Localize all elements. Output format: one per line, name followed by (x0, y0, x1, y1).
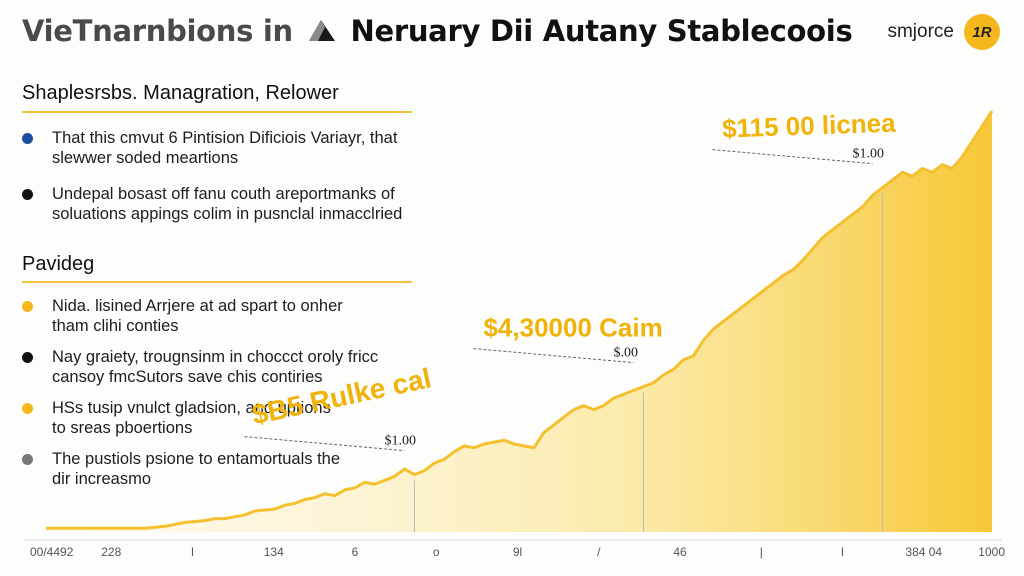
x-tick-label: 384 04 (905, 545, 942, 559)
brand-name: smjorce (887, 21, 954, 42)
annotation-value: $.00 (613, 346, 638, 361)
list-item: HSs tusip vnulct gladsion, and uptions t… (20, 398, 420, 438)
list-item-line: tham clihi conties (52, 317, 179, 335)
x-tick-label: 134 (264, 545, 284, 559)
list-item-line: Nida. lisined Arrjere at ad spart to onh… (52, 297, 343, 315)
x-tick-label: | (760, 545, 763, 559)
section-divider-1 (22, 111, 412, 113)
annotation-label: $115 00 licnea (722, 108, 897, 144)
title-part-2: Neruary Dii Autany Stablecoois (350, 14, 853, 48)
title-part-1: VieTnarnbions in (22, 14, 293, 48)
brand-logo: smjorce 1R (887, 14, 1000, 50)
bullet-dot (22, 403, 33, 414)
page-title: VieTnarnbions in Neruary Dii Autany Stab… (22, 14, 853, 48)
annotation-leader (712, 149, 873, 165)
list-item-line: dir increasmo (52, 470, 152, 488)
section-divider-2 (22, 281, 412, 283)
annotation-leader (473, 348, 634, 364)
list-item-line: HSs tusip vnulct gladsion, and uptions (52, 399, 331, 417)
mountain-icon (308, 20, 335, 41)
list-item: Nida. lisined Arrjere at ad spart to onh… (20, 296, 420, 336)
series-line (46, 110, 994, 530)
x-tick-label: 00/4492 (30, 545, 74, 559)
list-item: That this cmvut 6 Pintision Dificiois Va… (20, 128, 420, 168)
list-item-line: soluations appings colim in pusnclal inm… (52, 205, 403, 223)
list-item-line: Undepal bosast off fanu couth areportman… (52, 185, 395, 203)
list-item-line: Nay graiety, trougnsinm in choccct oroly… (52, 348, 379, 366)
bullet-list-1: That this cmvut 6 Pintision Dificiois Va… (20, 128, 420, 224)
x-tick-label: o (433, 545, 440, 559)
bullet-list-2: Nida. lisined Arrjere at ad spart to onh… (20, 296, 420, 489)
x-tick-label: 6 (352, 545, 359, 559)
annotation-leader (244, 436, 405, 452)
x-tick-label: / (597, 545, 601, 559)
annotation-value: $1.00 (384, 434, 416, 449)
x-tick-label: l (191, 545, 194, 559)
list-item-line: to sreas pboertions (52, 419, 193, 437)
list-item-line: The pustiols psione to entamortuals the (52, 450, 341, 468)
list-item-line: slewwer soded meartions (52, 149, 239, 167)
x-tick-label: 9l (513, 545, 522, 559)
annotation-label: $B5 Rulke cal (249, 362, 434, 430)
bullet-dot (22, 301, 33, 312)
list-item: The pustiols psione to entamortuals the … (20, 449, 420, 489)
x-tick-label: 1000 (978, 545, 1005, 559)
bullet-dot (22, 189, 33, 200)
list-item-line: That this cmvut 6 Pintision Dificiois Va… (52, 129, 398, 147)
x-tick-label: l (841, 545, 844, 559)
bullet-dot (22, 133, 33, 144)
brand-badge: 1R (964, 14, 1000, 50)
annotation-value: $1.00 (852, 147, 884, 162)
section-heading-2: Pavideg (22, 253, 95, 275)
list-item: Undepal bosast off fanu couth areportman… (20, 184, 420, 224)
x-tick-label: 46 (673, 545, 687, 559)
list-item-line: cansoy fmcSutors save chis contiries (52, 368, 323, 386)
x-tick-label: 228 (101, 545, 121, 559)
section-heading-1: Shaplesrsbs. Managration, Relower (22, 82, 339, 104)
area-fill (46, 111, 992, 532)
bullet-dot (22, 454, 33, 465)
annotation-label: $4,30000 Caim (483, 313, 662, 343)
list-item: Nay graiety, trougnsinm in choccct oroly… (20, 347, 420, 387)
bullet-dot (22, 352, 33, 363)
